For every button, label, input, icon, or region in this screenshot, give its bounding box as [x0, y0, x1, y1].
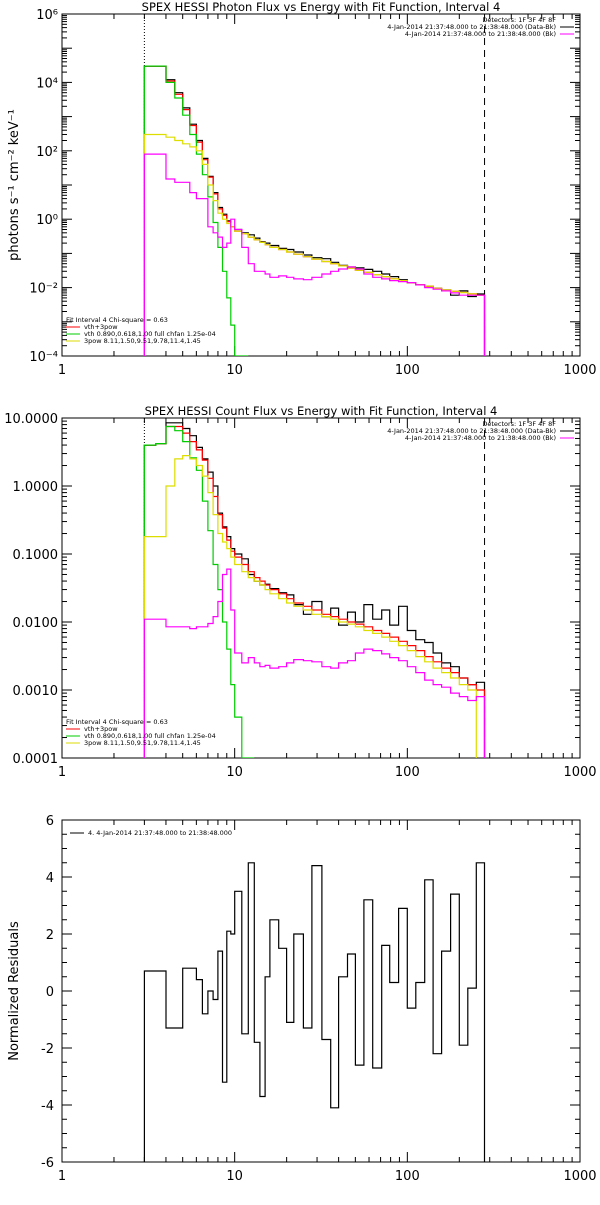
- chart-panel-3: 1 10 100 1000 -6 -4 -2 0 2 4 6 Normalized Residuals…: [7, 814, 597, 1184]
- x-tick-label: 1: [58, 363, 66, 378]
- x-tick-label: 10: [226, 363, 243, 378]
- y-tick-label: 10⁴: [36, 76, 58, 91]
- fit-info-text: Fit Interval 4 Chi-square = 0.63: [66, 316, 168, 324]
- series-line-residuals: [143, 862, 486, 1162]
- legend-text: vth 0.890,0.618,1.00 full chfan 1.25e-04: [84, 732, 216, 740]
- y-tick-label: 10²: [36, 145, 58, 160]
- y-tick-label: 1.0000: [13, 480, 59, 495]
- series-line-data-bk: [143, 422, 486, 758]
- chart-panel-2: 1 10 100 1000 0.0001 0.0010 0.0100 0.1000 1.0000…: [4, 404, 596, 780]
- legend-text: 3pow 8.11,1.50,9.51,9.78,11.4,1.45: [84, 337, 201, 345]
- series-line-data-bk: [143, 65, 486, 356]
- x-tick-label: 1000: [563, 1169, 596, 1184]
- x-tick-label: 1: [58, 765, 66, 780]
- series-line-3pow: [143, 455, 477, 758]
- y-tick-label: 0.1000: [13, 548, 59, 563]
- y-tick-label: 10⁻⁴: [29, 350, 58, 365]
- legend-text: vth 0.890,0.618,1.00 full chfan 1.25e-04: [84, 330, 216, 338]
- y-tick-label: 2: [46, 928, 54, 943]
- y-tick-label: 0.0010: [13, 684, 59, 699]
- series-line-bk: [143, 568, 486, 758]
- legend-text: 4-Jan-2014 21:37:48.000 to 21:38:48.000 …: [405, 434, 556, 442]
- y-axis-label: Normalized Residuals: [7, 921, 22, 1061]
- y-tick-label: -2: [41, 1042, 54, 1057]
- fit-info-text: Fit Interval 4 Chi-square = 0.63: [66, 718, 168, 726]
- y-tick-label: 4: [46, 871, 54, 886]
- chart-title: SPEX HESSI Count Flux vs Energy with Fit…: [145, 404, 498, 418]
- y-tick-label: 10⁰: [36, 213, 58, 228]
- x-tick-label: 100: [395, 363, 420, 378]
- y-tick-label: -6: [41, 1156, 54, 1171]
- x-tick-label: 10: [226, 765, 243, 780]
- legend-text: vth+3pow: [84, 323, 118, 331]
- legend-text: vth+3pow: [84, 725, 118, 733]
- y-tick-label: 0.0001: [13, 752, 59, 767]
- x-tick-label: 10: [226, 1169, 243, 1184]
- y-tick-label: 0: [46, 985, 54, 1000]
- series-line-vth: [143, 425, 255, 758]
- x-tick-label: 1000: [563, 765, 596, 780]
- series-line-vth-3pow: [143, 425, 486, 758]
- y-tick-label: 10⁶: [36, 8, 58, 23]
- series-group: [143, 422, 486, 758]
- legend-text: 4-Jan-2014 21:37:48.000 to 21:38:48.000 …: [405, 30, 556, 38]
- legend-text: 4-Jan-2014 21:37:48.000 to 21:38:48.000 …: [387, 427, 556, 435]
- series-line-vth: [143, 65, 249, 356]
- x-tick-label: 100: [395, 1169, 420, 1184]
- y-tick-label: 0.0100: [13, 616, 59, 631]
- y-tick-label: 6: [46, 814, 54, 829]
- chart-title: SPEX HESSI Photon Flux vs Energy with Fi…: [142, 0, 501, 14]
- x-tick-label: 1: [58, 1169, 66, 1184]
- series-group: [143, 65, 486, 356]
- legend-text: Detectors: 1F 3F 4F 8F: [482, 420, 556, 428]
- legend-text: 3pow 8.11,1.50,9.51,9.78,11.4,1.45: [84, 739, 201, 747]
- plot-frame: [61, 819, 581, 1163]
- series-line-bk: [143, 153, 486, 356]
- x-tick-label: 1000: [563, 363, 596, 378]
- chart-panel-1: 1 10 100 1000 10⁻⁴ 10⁻² 10⁰ 10² 10⁴ 10⁶ SPEX HESSI…: [7, 0, 597, 378]
- y-tick-label: 10⁻²: [29, 282, 58, 297]
- legend-text: Detectors: 1F 3F 4F 8F: [482, 16, 556, 24]
- x-tick-label: 100: [395, 765, 420, 780]
- y-axis-label: photons s⁻¹ cm⁻² keV⁻¹: [7, 109, 22, 261]
- legend-text: 4. 4-Jan-2014 21:37:48.000 to 21:38:48.0…: [88, 829, 232, 837]
- y-tick-label: -4: [41, 1099, 54, 1114]
- series-group: [143, 862, 486, 1162]
- y-tick-label: 10.0000: [4, 412, 58, 427]
- series-line-vth-3pow: [143, 65, 486, 356]
- plot-frame: [61, 417, 581, 759]
- series-line-3pow: [143, 133, 486, 356]
- legend-text: 4-Jan-2014 21:37:48.000 to 21:38:48.000 …: [387, 23, 556, 31]
- plot-frame: [61, 13, 581, 357]
